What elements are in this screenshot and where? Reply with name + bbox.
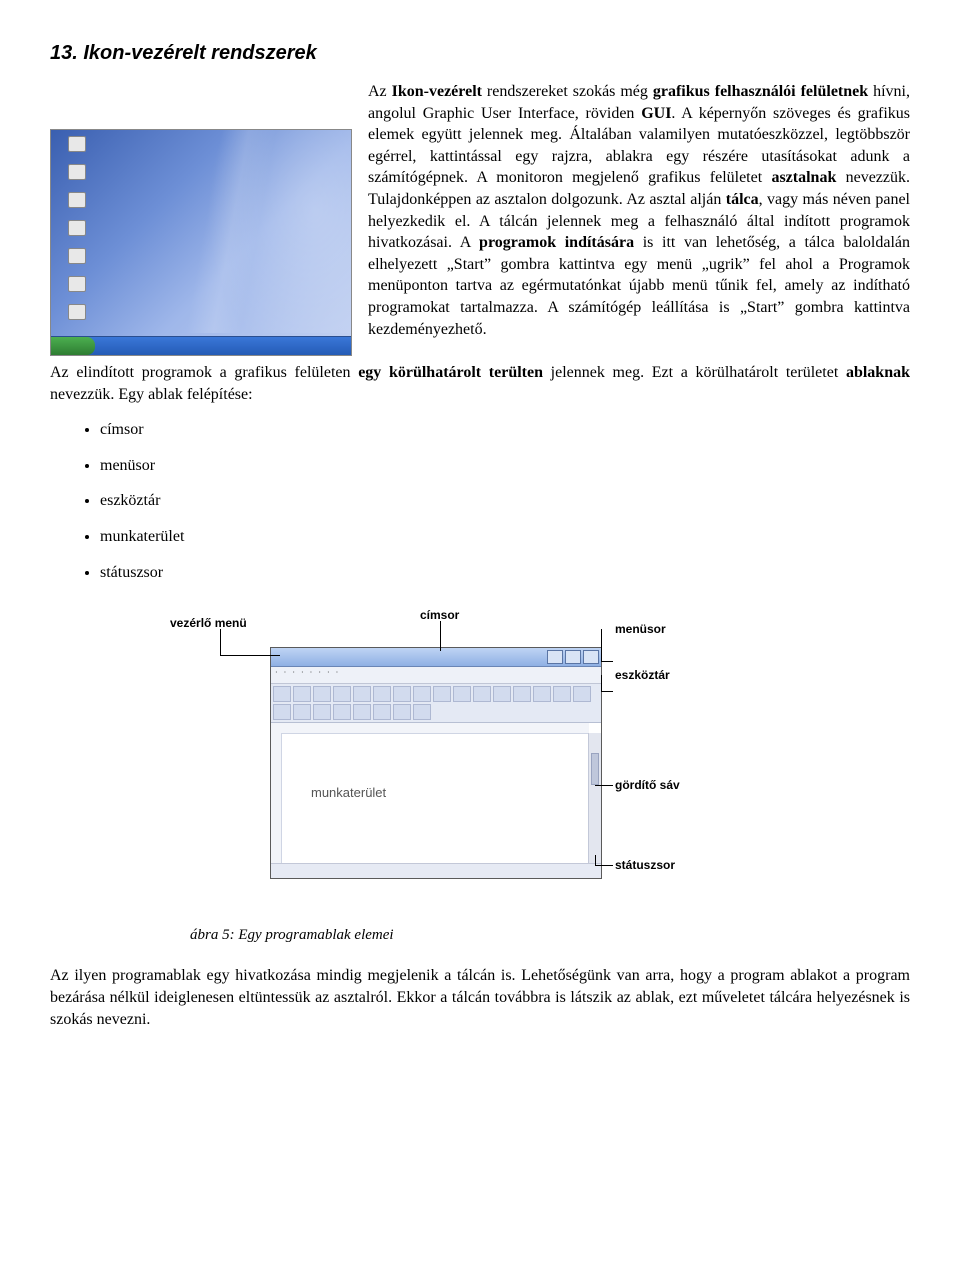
list-item: munkaterület [100, 526, 910, 548]
callout-cimsor: címsor [420, 607, 459, 623]
paragraph-3: Az ilyen programablak egy hivatkozása mi… [50, 965, 910, 1030]
callout-menusor: menüsor [615, 621, 666, 637]
callout-gordito: gördítő sáv [615, 777, 680, 793]
figure-caption: ábra 5: Egy programablak elemei [190, 925, 910, 945]
paragraph-block-1: Az Ikon-vezérelt rendszereket szokás még… [50, 81, 910, 362]
vertical-scrollbar [588, 733, 601, 863]
list-item: menüsor [100, 455, 910, 477]
list-item: címsor [100, 419, 910, 441]
desktop-taskbar [51, 336, 351, 355]
desktop-icon-column [57, 136, 105, 331]
window-parts-list: címsor menüsor eszköztár munkaterület st… [50, 419, 910, 583]
workarea: munkaterület [271, 723, 601, 863]
statusbar [271, 863, 601, 878]
heading: 13. Ikon-vezérelt rendszerek [50, 40, 910, 67]
figure-5: · · · · · · · · munkaterület vezérlő men… [170, 607, 910, 945]
paragraph-2: Az elindított programok a grafikus felül… [50, 362, 910, 405]
list-item: eszköztár [100, 490, 910, 512]
desktop-screenshot [50, 129, 352, 356]
callout-eszkoztar: eszköztár [615, 667, 670, 683]
callout-statusz: státuszsor [615, 857, 675, 873]
callout-vezerlo: vezérlő menü [170, 615, 247, 631]
toolbar [271, 684, 601, 723]
window-buttons [547, 650, 599, 664]
start-button-icon [51, 337, 95, 355]
workarea-label: munkaterület [311, 784, 386, 802]
titlebar [271, 648, 601, 667]
app-window: · · · · · · · · munkaterület [270, 647, 602, 879]
menubar: · · · · · · · · [271, 667, 601, 684]
list-item: státuszsor [100, 562, 910, 584]
